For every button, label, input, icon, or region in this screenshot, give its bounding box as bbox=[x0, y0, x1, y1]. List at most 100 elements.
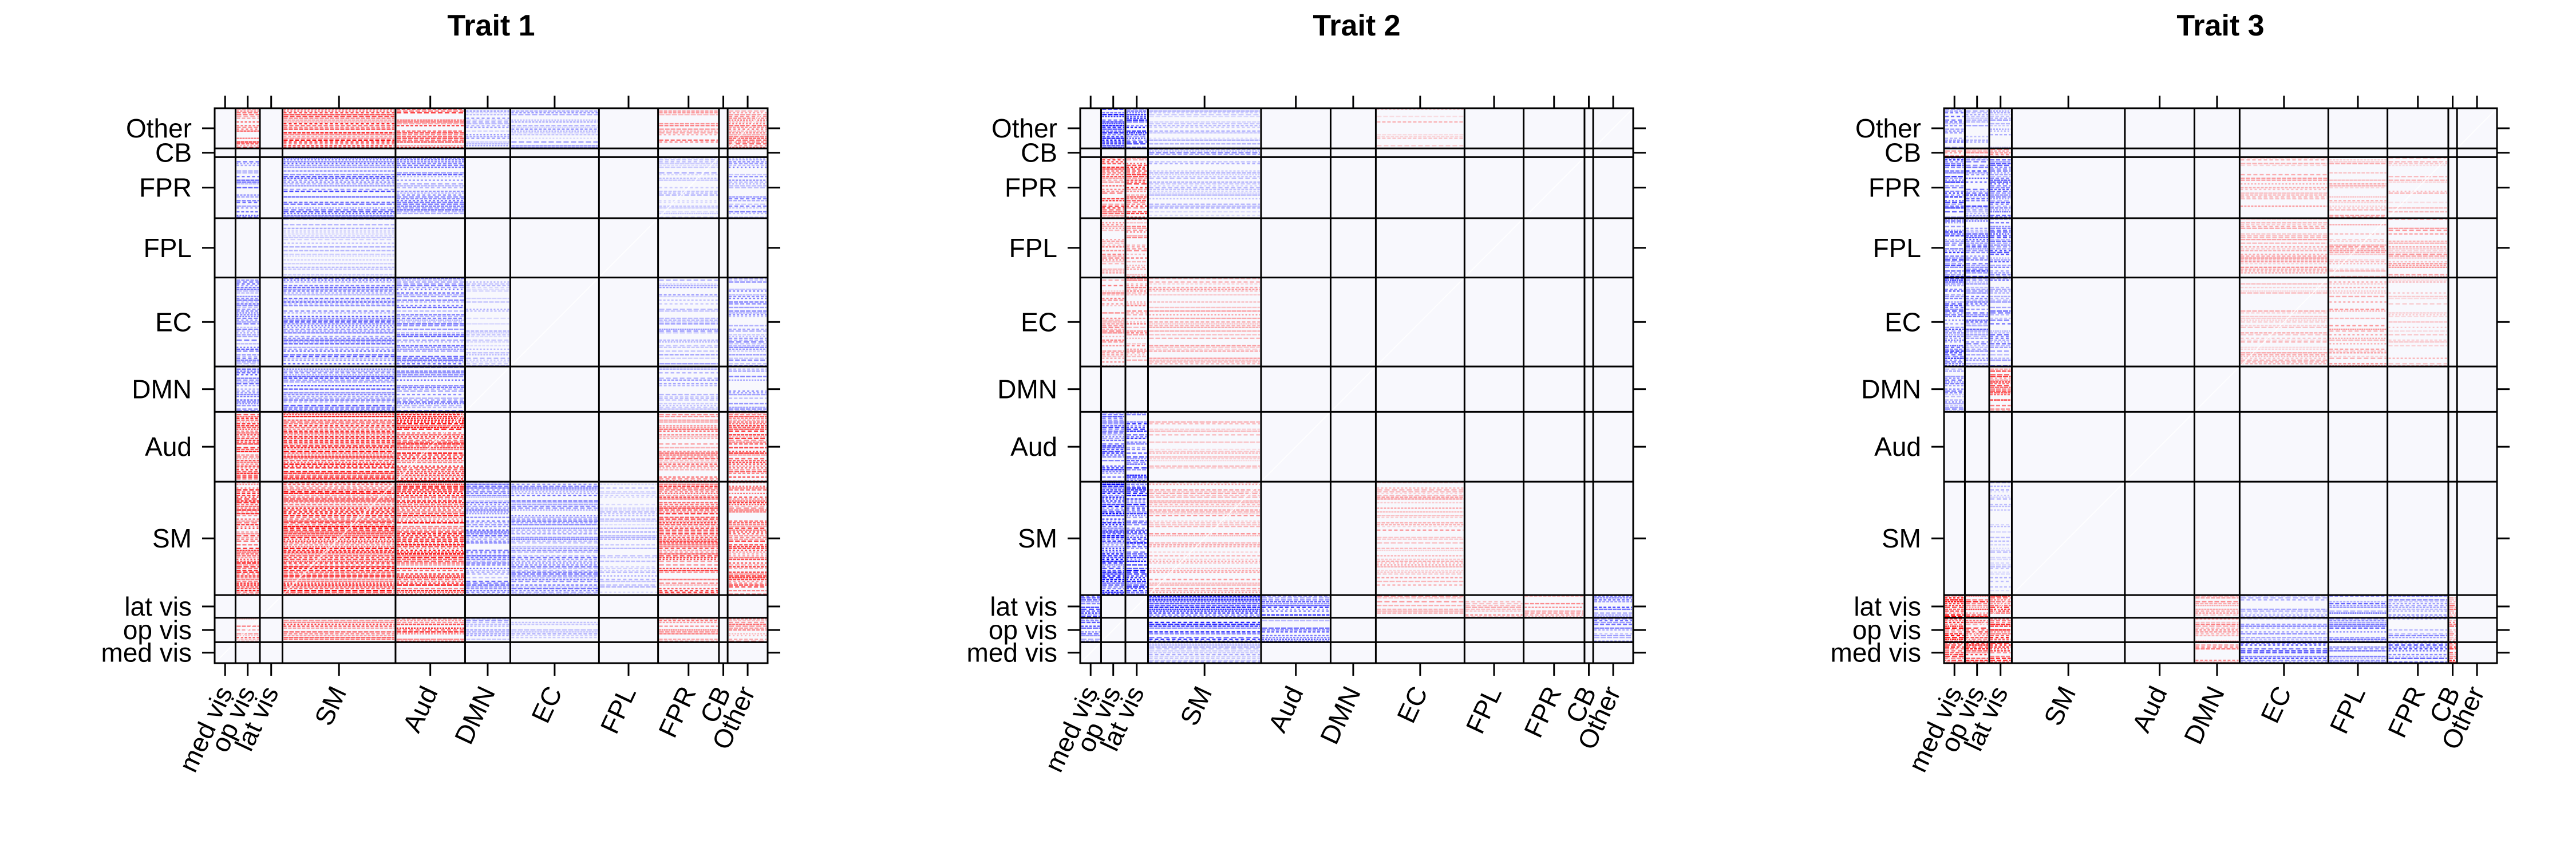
col-label-ec: EC bbox=[526, 681, 568, 727]
heatmap-block-fpr-x-ec bbox=[2241, 157, 2328, 207]
heatmap-block-op-vis-x-med-vis bbox=[1945, 618, 1964, 642]
row-label-fpl: FPL bbox=[1873, 233, 1921, 263]
heatmap-block-med-vis-x-cb bbox=[2449, 642, 2456, 663]
heatmap-block-fpl-x-fpr bbox=[2388, 218, 2447, 278]
heatmap-block-ec-x-fpl bbox=[2329, 281, 2387, 367]
heatmap-block-op-vis-x-other bbox=[1594, 618, 1632, 642]
heatmap-block-ec-x-sm bbox=[1149, 277, 1260, 365]
heatmap-block-lat-vis-x-dmn bbox=[2195, 595, 2239, 616]
diagonal-line bbox=[214, 108, 768, 664]
trait-2-title: Trait 2 bbox=[1313, 9, 1400, 42]
heatmap-frame bbox=[214, 107, 769, 664]
heatmap-block-sm-x-fpr bbox=[659, 482, 718, 595]
col-label-sm: SM bbox=[309, 681, 352, 730]
col-label-dmn: DMN bbox=[1314, 681, 1366, 748]
heatmap-block-ec-x-aud bbox=[396, 277, 464, 367]
diagonal-line bbox=[1943, 108, 2498, 664]
row-label-dmn: DMN bbox=[132, 375, 192, 404]
heatmap-frame bbox=[1079, 107, 1634, 664]
heatmap-block-ec-x-op-vis bbox=[1966, 277, 1988, 367]
col-label-sm: SM bbox=[1174, 681, 1218, 730]
col-label-ec: EC bbox=[2255, 681, 2297, 727]
row-label-aud: Aud bbox=[1010, 432, 1057, 462]
heatmap-block-ec-x-fpr bbox=[2388, 279, 2447, 367]
heatmap-block-cb-x-sm bbox=[1149, 148, 1260, 155]
row-label-med-vis: med vis bbox=[967, 638, 1057, 668]
col-label-fpl: FPL bbox=[2324, 681, 2371, 738]
heatmap-block-fpl-x-lat-vis bbox=[1126, 218, 1147, 278]
heatmap-block-sm-x-fpl bbox=[600, 483, 657, 593]
heatmap-block-sm-x-ec bbox=[511, 483, 598, 595]
heatmap-block-fpr-x-op-vis bbox=[236, 161, 259, 218]
heatmap-block-other-x-op-vis bbox=[1966, 110, 1988, 143]
row-label-lat-vis: lat vis bbox=[990, 592, 1057, 621]
heatmap-block-op-vis-x-sm bbox=[1149, 621, 1260, 642]
heatmap-block-aud-x-op-vis bbox=[236, 413, 259, 480]
row-label-med-vis: med vis bbox=[101, 638, 192, 668]
heatmap-block-aud-x-sm bbox=[283, 412, 394, 480]
heatmap-block-ec-x-dmn bbox=[466, 281, 509, 367]
col-label-ec: EC bbox=[1391, 681, 1433, 727]
row-label-aud: Aud bbox=[145, 432, 192, 462]
row-label-ec: EC bbox=[1021, 307, 1057, 337]
heatmap-block-fpr-x-lat-vis bbox=[1126, 157, 1147, 218]
heatmap-block-op-vis-x-aud bbox=[396, 618, 464, 642]
heatmap-block-other-x-lat-vis bbox=[1126, 108, 1147, 148]
heatmap-block-other-x-med-vis bbox=[1945, 108, 1964, 148]
heatmap-block-other-x-sm bbox=[283, 108, 394, 148]
row-label-fpr: FPR bbox=[1868, 173, 1921, 203]
heatmap-block-lat-vis-x-cb bbox=[2449, 597, 2456, 618]
heatmap-block-other-x-op-vis bbox=[1102, 108, 1124, 148]
row-label-ec: EC bbox=[1884, 307, 1921, 337]
heatmap-block-fpl-x-lat-vis bbox=[1990, 218, 2011, 278]
row-label-dmn: DMN bbox=[997, 375, 1057, 404]
heatmap-block-lat-vis-x-aud bbox=[1262, 595, 1330, 616]
heatmap-block-op-vis-x-cb bbox=[2449, 620, 2456, 642]
heatmap-block-med-vis-x-lat-vis bbox=[1990, 642, 2011, 663]
heatmap-block-op-vis-x-fpr bbox=[2388, 618, 2447, 642]
heatmap-block-fpr-x-other bbox=[729, 157, 767, 218]
heatmap-block-med-vis-x-op-vis bbox=[1966, 642, 1988, 663]
row-label-other: Other bbox=[1855, 113, 1921, 143]
heatmap-block-lat-vis-x-op-vis bbox=[1966, 595, 1988, 618]
heatmap-block-cb-x-med-vis bbox=[1945, 150, 1964, 157]
heatmap-block-sm-x-sm bbox=[283, 482, 394, 595]
heatmap-block-other-x-op-vis bbox=[236, 108, 259, 148]
row-label-aud: Aud bbox=[1874, 432, 1921, 462]
heatmap-block-sm-x-op-vis bbox=[236, 482, 259, 595]
heatmap-block-sm-x-ec bbox=[1377, 482, 1464, 586]
heatmap-block-lat-vis-x-fpl bbox=[1465, 601, 1523, 618]
row-label-ec: EC bbox=[155, 307, 192, 337]
heatmap-block-fpr-x-sm bbox=[1149, 161, 1260, 216]
heatmap-block-ec-x-med-vis bbox=[1945, 277, 1964, 367]
heatmap-block-dmn-x-fpr bbox=[659, 367, 718, 410]
heatmap-block-fpr-x-sm bbox=[283, 157, 394, 218]
heatmap-block-lat-vis-x-ec bbox=[1377, 595, 1464, 614]
row-label-sm: SM bbox=[1882, 523, 1921, 553]
row-label-lat-vis: lat vis bbox=[124, 592, 192, 621]
heatmap-block-fpr-x-op-vis bbox=[1966, 157, 1988, 218]
heatmap-block-dmn-x-aud bbox=[396, 367, 464, 412]
row-label-op-vis: op vis bbox=[1852, 615, 1921, 645]
row-label-med-vis: med vis bbox=[1831, 638, 1921, 668]
row-label-fpl: FPL bbox=[144, 233, 192, 263]
heatmap-block-op-vis-x-aud bbox=[1262, 620, 1330, 642]
heatmap-block-dmn-x-sm bbox=[283, 368, 394, 412]
heatmap-block-dmn-x-lat-vis bbox=[1990, 368, 2011, 412]
row-label-cb: CB bbox=[1021, 138, 1057, 168]
heatmap-block-cb-x-lat-vis bbox=[1990, 148, 2011, 157]
row-label-fpl: FPL bbox=[1009, 233, 1057, 263]
heatmap-block-fpr-x-lat-vis bbox=[1990, 159, 2011, 218]
heatmap-block-fpl-x-med-vis bbox=[1945, 218, 1964, 278]
col-label-sm: SM bbox=[2038, 681, 2081, 730]
row-label-dmn: DMN bbox=[1861, 375, 1921, 404]
heatmap-block-lat-vis-x-ec bbox=[2241, 595, 2328, 618]
heatmap-block-op-vis-x-ec bbox=[2241, 618, 2328, 642]
heatmap-block-op-vis-x-dmn bbox=[2195, 618, 2239, 642]
row-label-sm: SM bbox=[152, 523, 192, 553]
row-label-fpr: FPR bbox=[139, 173, 192, 203]
heatmap-block-fpr-x-med-vis bbox=[1945, 157, 1964, 218]
heatmap-block-op-vis-x-ec bbox=[511, 621, 598, 639]
